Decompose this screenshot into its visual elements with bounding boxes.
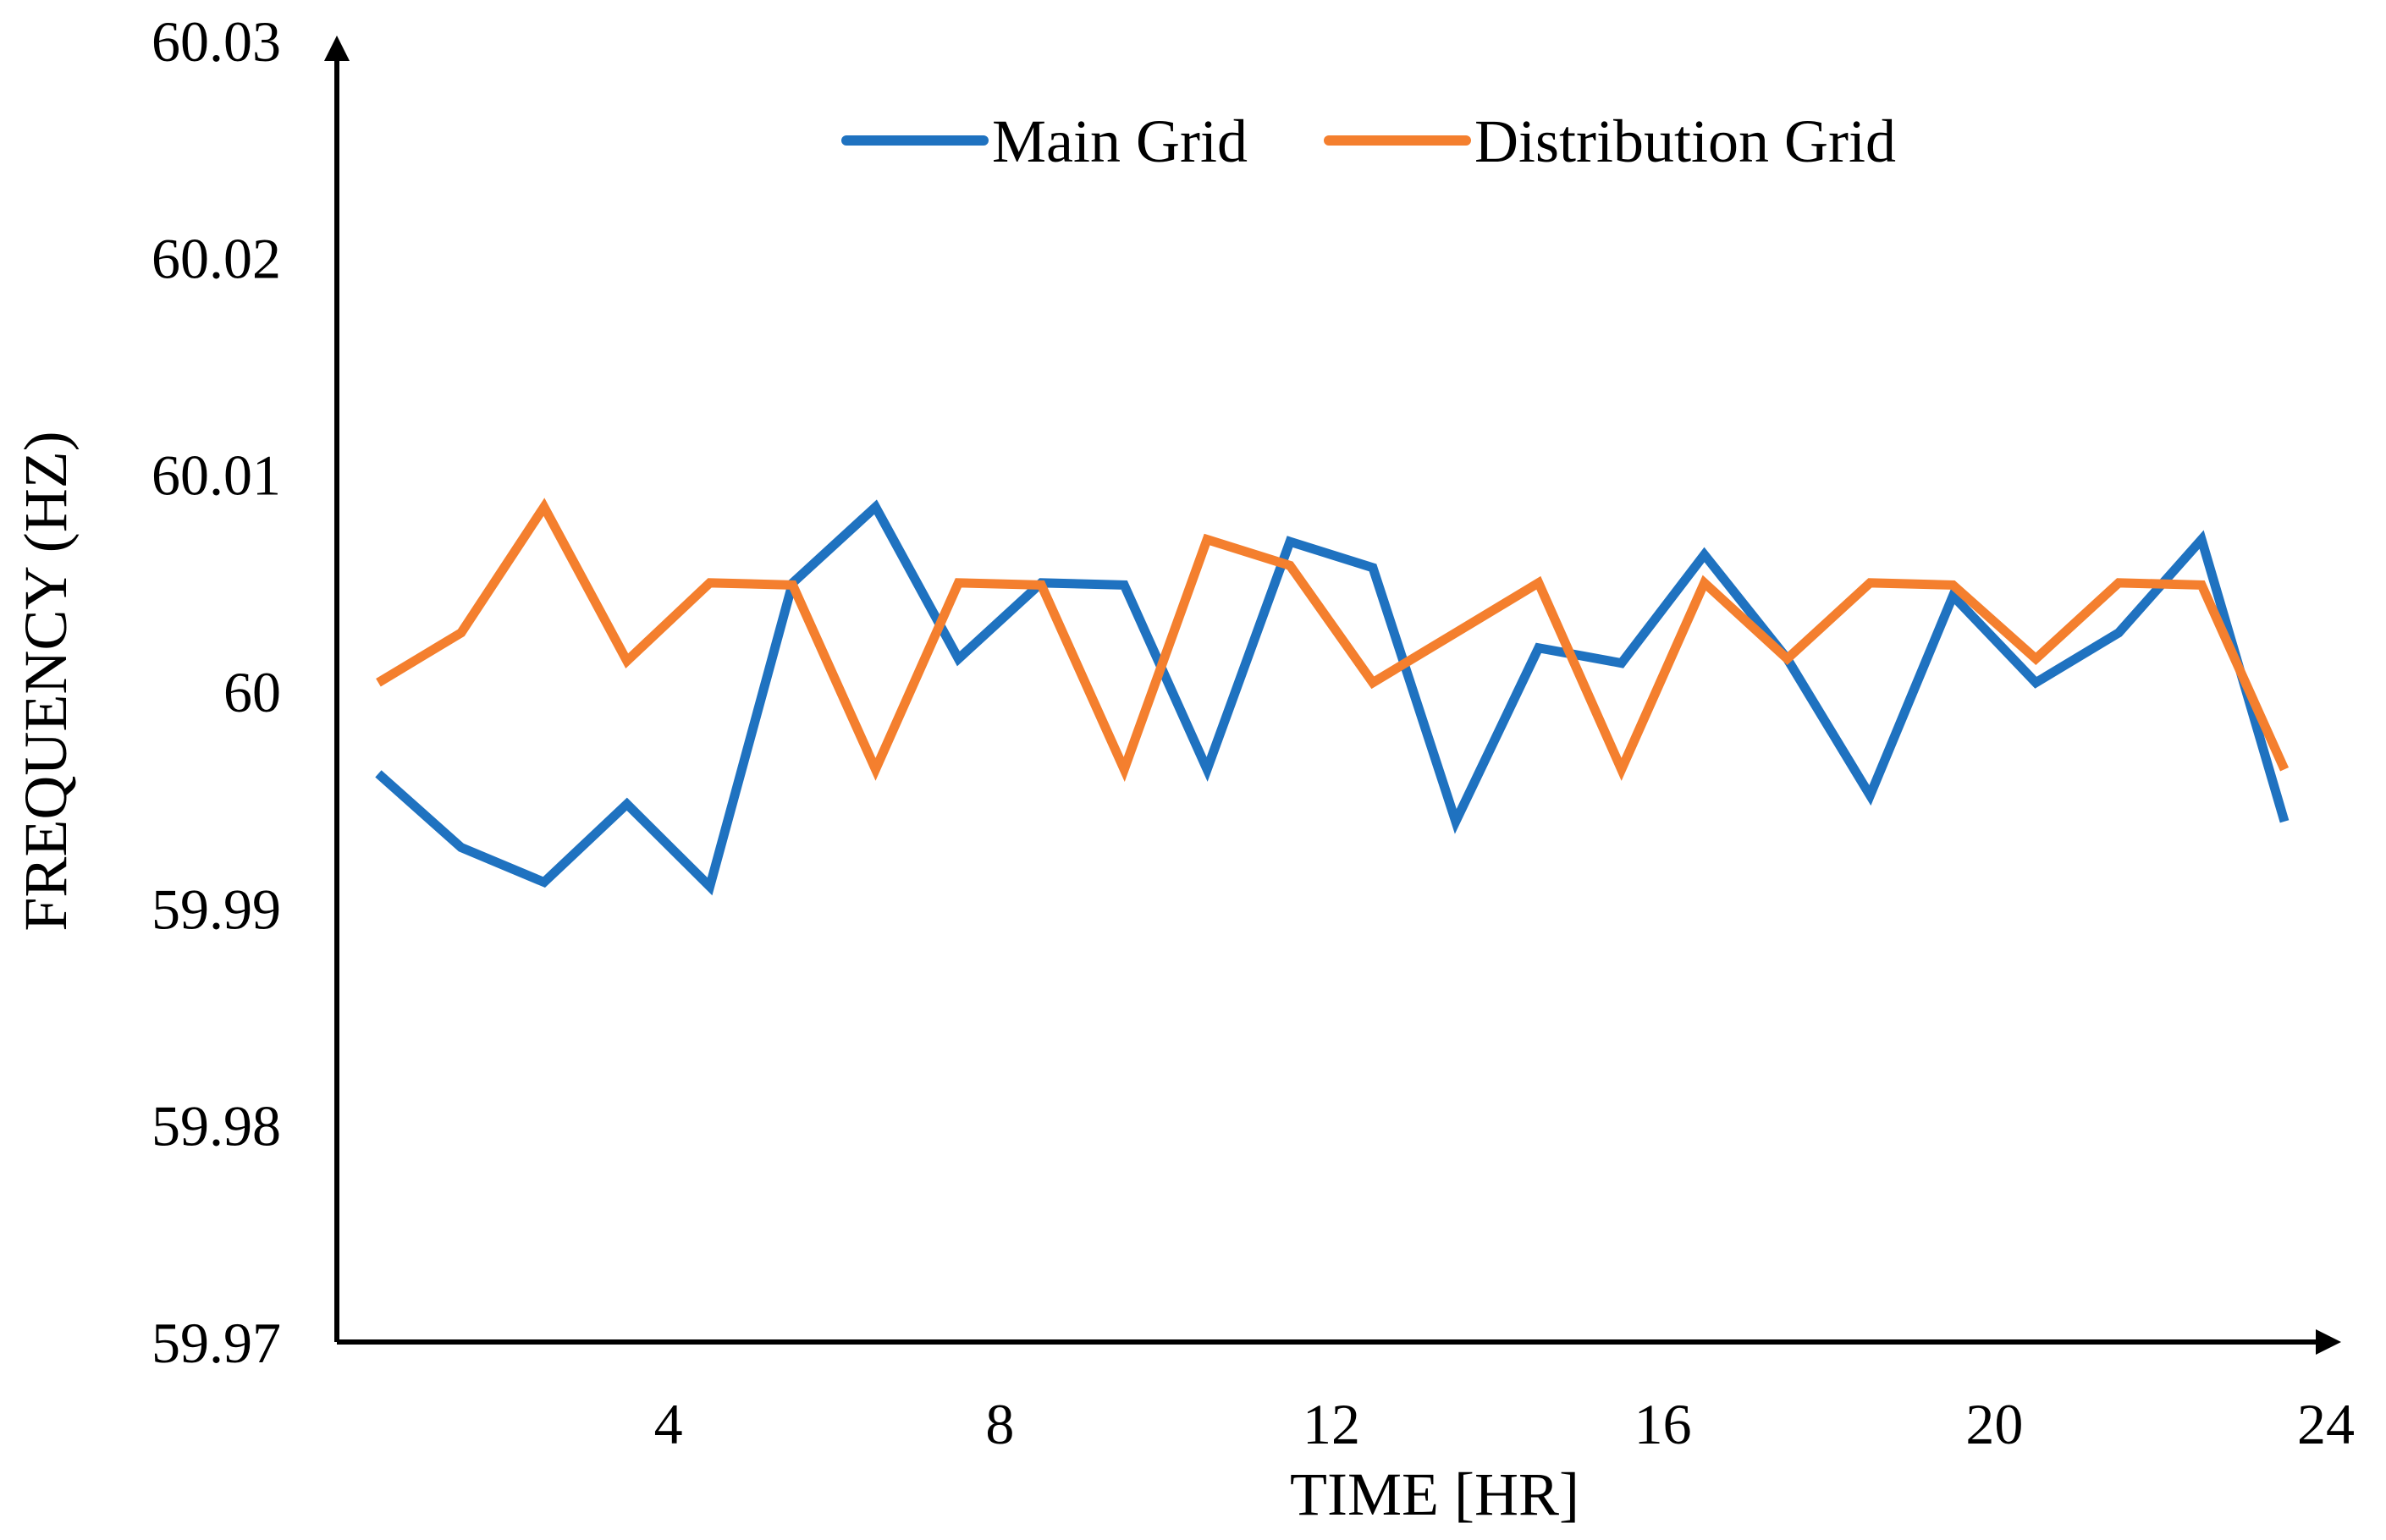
- y-tick-label: 59.99: [152, 877, 281, 941]
- series-line-distribution-grid: [376, 498, 2290, 782]
- x-tick-label: 16: [1634, 1392, 1692, 1456]
- y-tick-label: 60.02: [152, 226, 281, 290]
- x-tick-label: 12: [1303, 1392, 1360, 1456]
- y-tick-label: 60.01: [152, 443, 281, 508]
- x-tick-labels: 4 8 12 16 20 24: [654, 1392, 2355, 1456]
- y-tick-label: 60: [223, 660, 281, 724]
- y-tick-label: 59.97: [152, 1311, 281, 1375]
- legend-label: Distribution Grid: [1474, 107, 1896, 175]
- y-tick-label: 60.03: [152, 9, 281, 74]
- series-line-main-grid: [375, 499, 2290, 896]
- y-tick-label: 59.98: [152, 1094, 281, 1158]
- y-axis-title: FREQUENCY (HZ): [12, 431, 80, 931]
- series-layer: [375, 498, 2290, 896]
- legend-label: Main Grid: [992, 107, 1248, 175]
- y-tick-labels: 59.97 59.98 59.99 60 60.01 60.02 60.03: [152, 9, 281, 1375]
- x-tick-label: 20: [1965, 1392, 2023, 1456]
- legend: Main Grid Distribution Grid: [841, 107, 1896, 175]
- x-axis-title: TIME [HR]: [1290, 1460, 1579, 1528]
- x-tick-label: 4: [654, 1392, 683, 1456]
- axes-layer: [324, 36, 2341, 1355]
- x-tick-label: 24: [2297, 1392, 2355, 1456]
- x-tick-label: 8: [985, 1392, 1014, 1456]
